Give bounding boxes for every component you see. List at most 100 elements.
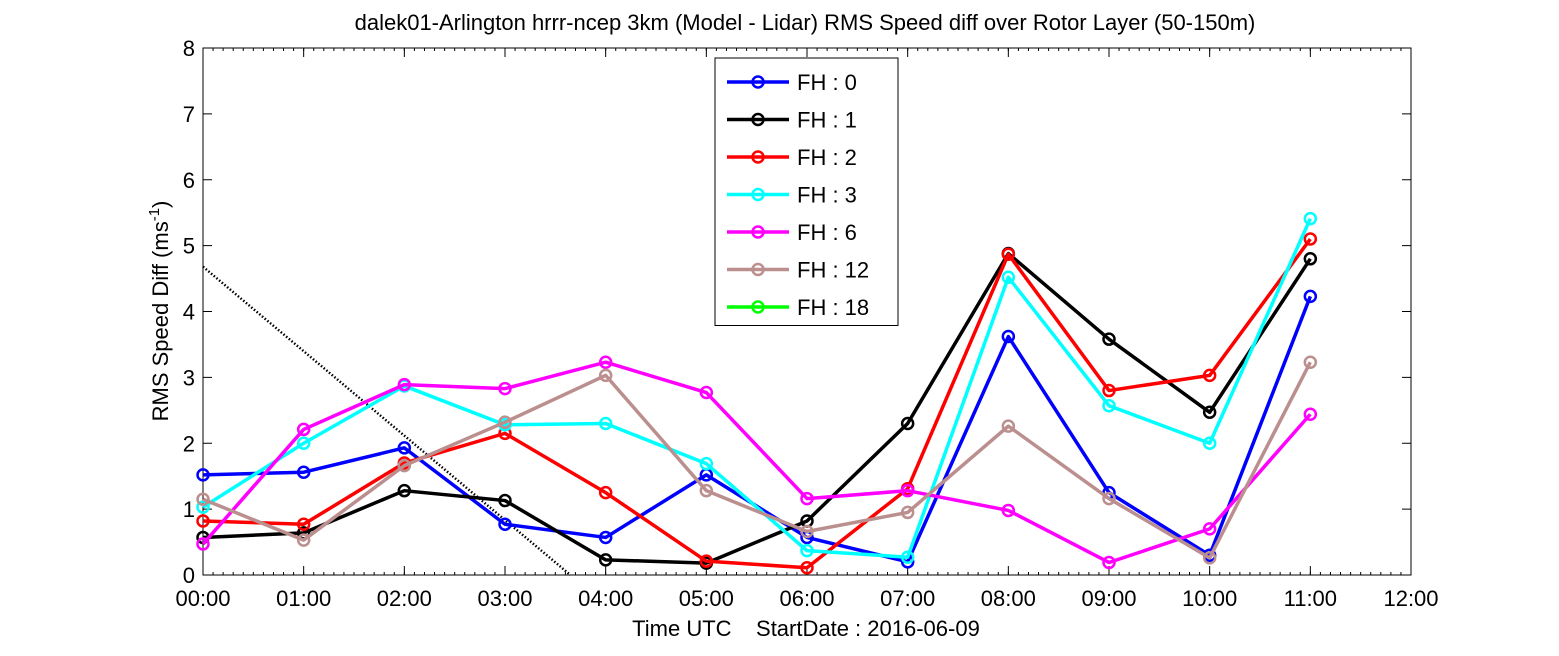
data-point — [699, 385, 714, 400]
y-tick-label: 6 — [183, 168, 195, 193]
series-fh-2 — [196, 232, 1318, 575]
data-point — [196, 514, 210, 528]
x-tick-label: 00:00 — [175, 586, 230, 611]
data-point — [196, 492, 210, 506]
y-tick-label: 5 — [183, 234, 195, 259]
data-point — [296, 436, 311, 450]
legend-label: FH : 1 — [797, 108, 857, 133]
chart-title: dalek01-Arlington hrrr-ncep 3km (Model -… — [355, 10, 1256, 35]
legend-label: FH : 2 — [797, 145, 857, 170]
y-tick-label: 1 — [183, 497, 195, 522]
legend-swatch-marker — [751, 225, 765, 239]
data-point — [598, 485, 613, 500]
data-point — [498, 517, 512, 532]
y-tick-label: 4 — [183, 300, 195, 325]
data-point — [196, 500, 210, 514]
data-point — [800, 561, 814, 575]
data-point — [800, 543, 814, 558]
x-tick-label: 07:00 — [880, 586, 935, 611]
data-point — [699, 456, 714, 471]
data-point — [397, 377, 412, 392]
series-line — [202, 237, 1312, 570]
x-tick-label: 04:00 — [578, 586, 633, 611]
data-point — [900, 416, 915, 431]
y-tick-label: 2 — [183, 431, 195, 456]
data-point — [296, 465, 311, 479]
data-point — [1102, 332, 1116, 346]
data-point — [598, 355, 613, 369]
legend-swatch-marker — [751, 187, 765, 202]
x-axis-label: Time UTC StartDate : 2016-06-09 — [632, 616, 980, 641]
series-fh-12 — [196, 355, 1318, 565]
data-point — [1303, 211, 1318, 226]
data-point — [1102, 398, 1116, 413]
data-point — [1001, 270, 1016, 284]
y-axis-label: RMS Speed Diff (ms-1) — [146, 201, 173, 422]
data-point — [296, 422, 311, 437]
data-point — [598, 553, 613, 567]
data-point — [498, 493, 512, 508]
series-line — [201, 360, 1312, 565]
legend-swatch-marker — [751, 75, 765, 89]
legend-label: FH : 12 — [797, 258, 869, 283]
data-point — [397, 483, 412, 498]
x-axis: 00:00 01:00 02:00 03:00 04:00 05:00 06:00 07:00… — [175, 48, 1439, 611]
legend-swatch-marker — [751, 300, 765, 314]
y-tick-label: 3 — [183, 365, 195, 390]
legend-label: FH : 3 — [797, 183, 857, 208]
data-point — [498, 415, 512, 429]
data-point — [296, 517, 311, 532]
y-tick-label: 7 — [183, 102, 195, 127]
data-point — [1102, 491, 1116, 506]
data-point — [598, 368, 613, 383]
data-point — [1303, 232, 1318, 246]
y-tick-label: 8 — [183, 36, 195, 61]
data-point — [1202, 522, 1217, 536]
data-point — [900, 483, 915, 498]
data-point — [1303, 355, 1318, 369]
data-point — [1001, 503, 1016, 518]
x-tick-label: 11:00 — [1284, 586, 1337, 611]
data-point — [397, 441, 412, 455]
data-point — [1102, 555, 1116, 570]
x-tick-label: 05:00 — [679, 586, 734, 611]
data-point — [900, 505, 915, 520]
x-tick-label: 06:00 — [779, 586, 834, 611]
data-point — [699, 554, 714, 568]
series-line — [202, 217, 1312, 559]
data-point — [1303, 252, 1318, 266]
legend-label: FH : 0 — [797, 70, 857, 95]
data-point — [1202, 436, 1217, 450]
data-point — [1202, 368, 1217, 383]
data-point — [598, 530, 613, 545]
x-tick-label: 01:00 — [276, 586, 331, 611]
data-point — [1202, 551, 1217, 565]
data-point — [598, 416, 613, 431]
series-line — [202, 361, 1312, 560]
legend-swatch-marker — [751, 150, 765, 164]
x-tick-label: 10:00 — [1182, 586, 1237, 611]
x-tick-label: 08:00 — [981, 586, 1036, 611]
series-line — [202, 251, 1312, 565]
y-axis: 0 1 2 3 4 5 6 7 8 — [183, 36, 1411, 588]
data-point — [1001, 247, 1016, 261]
data-point — [699, 483, 714, 498]
data-point — [196, 537, 210, 551]
series-layer — [196, 211, 1318, 575]
data-point — [1303, 407, 1318, 422]
legend-label: FH : 6 — [797, 220, 857, 245]
data-point — [1001, 329, 1016, 344]
data-point — [1001, 419, 1016, 433]
data-point — [800, 491, 814, 506]
data-point — [296, 533, 311, 547]
legend-swatch-marker — [751, 262, 765, 277]
legend: FH : 0 FH : 1 FH : 2 FH : 3 FH : 6 FH : 12 FH … — [714, 57, 899, 326]
data-point — [498, 381, 512, 396]
data-point — [1202, 405, 1217, 420]
data-point — [397, 458, 412, 473]
legend-swatch-marker — [751, 112, 765, 127]
data-point — [196, 468, 210, 482]
data-point — [800, 524, 814, 539]
data-point — [1303, 289, 1318, 304]
